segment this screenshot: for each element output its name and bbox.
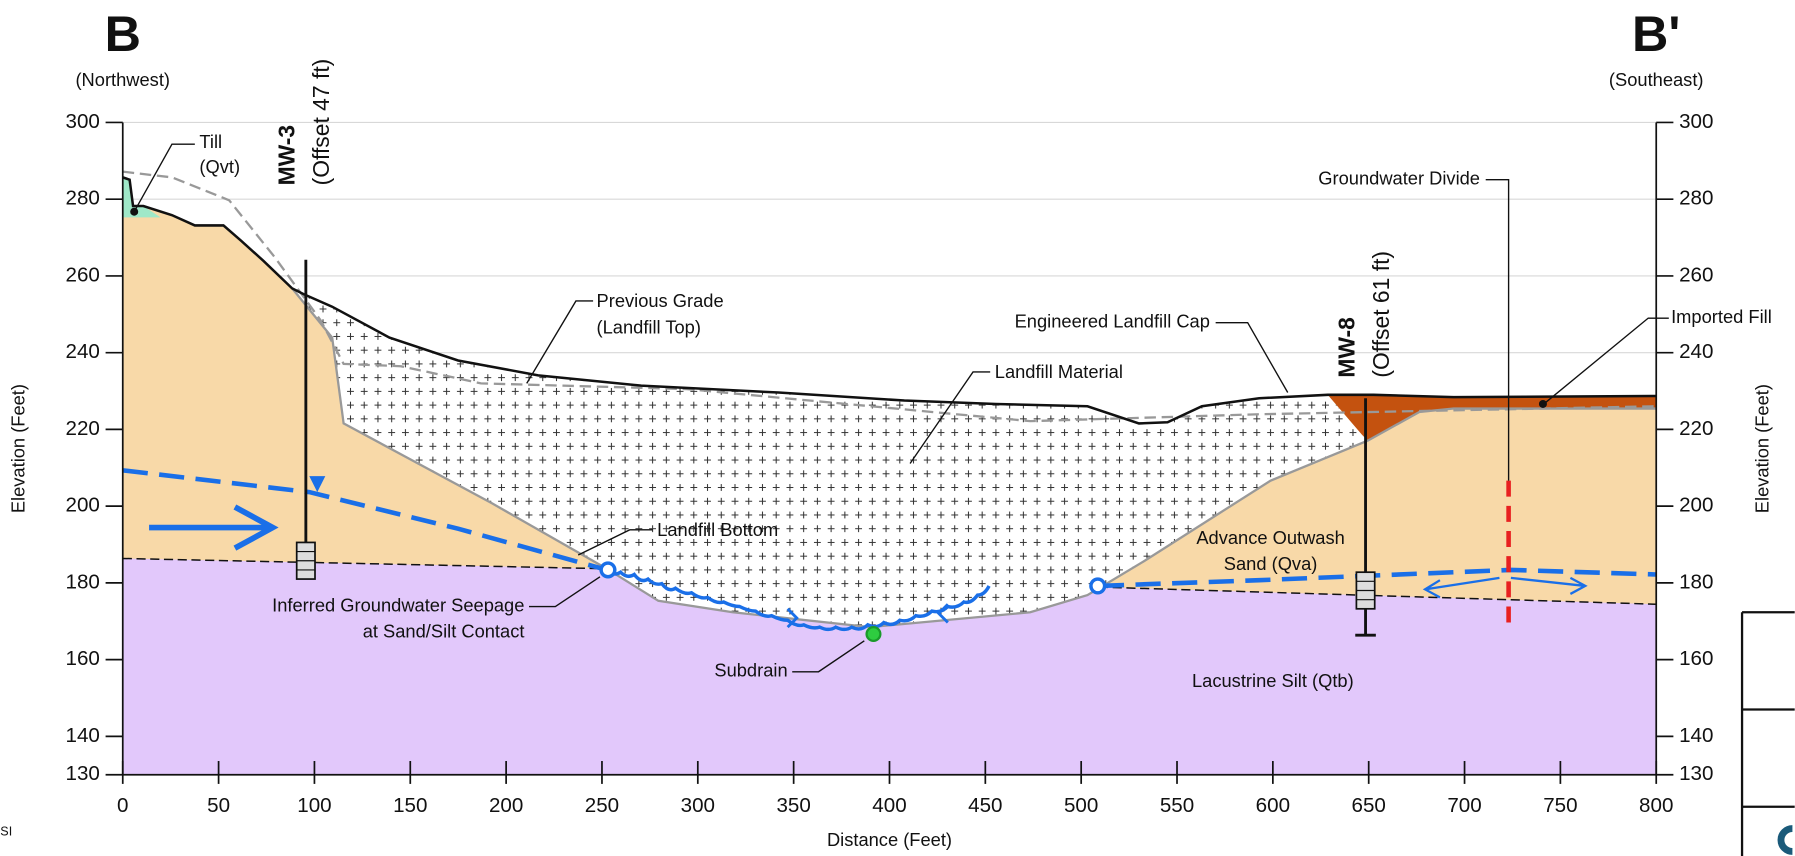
well-name: MW-3 — [274, 125, 300, 186]
annotation: (Landfill Top) — [597, 316, 701, 337]
till-layer — [122, 177, 161, 218]
x-tick-label: 600 — [1256, 794, 1290, 817]
y-tick-label: 240 — [1679, 340, 1713, 363]
annotation: at Sand/Silt Contact — [363, 621, 525, 642]
y-tick-label: 300 — [66, 110, 100, 133]
y-tick-label: 140 — [66, 724, 100, 747]
y-tick-label: 220 — [66, 417, 100, 440]
y-tick-label: 180 — [66, 570, 100, 593]
logo-fragment — [1777, 825, 1793, 855]
y-tick-label: 140 — [1679, 724, 1713, 747]
leader — [909, 371, 991, 464]
leader — [1215, 322, 1289, 393]
leader — [526, 300, 594, 384]
y-axis-label: Elevation (Feet) — [8, 384, 29, 513]
x-tick-label: 250 — [585, 794, 619, 817]
leader — [1485, 178, 1510, 481]
x-tick-label: 400 — [872, 794, 906, 817]
x-tick-label: 650 — [1352, 794, 1386, 817]
x-tick-label: 50 — [207, 794, 230, 817]
direction: (Southeast) — [1609, 69, 1704, 90]
x-tick-label: 0 — [117, 794, 128, 817]
y-tick-label: 220 — [1679, 417, 1713, 440]
y-tick-label: 200 — [1679, 494, 1713, 517]
ground-surface — [122, 176, 1657, 425]
section-start: B — [105, 5, 141, 62]
silt-layer — [122, 558, 1657, 775]
y-tick-label: 260 — [1679, 263, 1713, 286]
annotation: Till — [199, 131, 222, 152]
x-axis-label: Distance (Feet) — [827, 829, 952, 850]
previous-grade — [122, 170, 1657, 423]
y-tick-label: 160 — [66, 647, 100, 670]
imported-fill — [1327, 394, 1657, 441]
seepage-point — [1089, 577, 1107, 595]
groundwater-level — [122, 468, 608, 573]
x-tick-label: 700 — [1447, 794, 1481, 817]
annotation: Landfill Material — [995, 361, 1123, 382]
landfill-bottom-line — [291, 287, 1657, 629]
x-tick-label: 450 — [968, 794, 1002, 817]
flow-chevron — [786, 603, 949, 629]
well-offset: (Offset 61 ft) — [1368, 251, 1394, 378]
y-tick-label: 130 — [1679, 762, 1713, 785]
x-tick-label: 150 — [393, 794, 427, 817]
annotation: Engineered Landfill Cap — [1015, 311, 1210, 332]
flow-arrow — [149, 504, 279, 551]
x-tick-label: 100 — [297, 794, 331, 817]
y-tick-label: 200 — [66, 494, 100, 517]
y-tick-label: 130 — [66, 762, 100, 785]
axes — [105, 121, 1674, 784]
leader — [133, 143, 195, 213]
x-tick-label: 800 — [1639, 794, 1673, 817]
annotation: Previous Grade — [597, 290, 724, 311]
y-tick-label: 160 — [1679, 647, 1713, 670]
seepage-line — [605, 568, 991, 632]
well-screen-lines — [1356, 580, 1375, 601]
sand-silt-contact — [1098, 586, 1657, 605]
y-tick-label: 240 — [66, 340, 100, 363]
y-tick-label: 260 — [66, 263, 100, 286]
leader-dot — [1538, 399, 1547, 408]
leader — [792, 640, 865, 673]
annotation: Advance Outwash — [1196, 527, 1345, 548]
corner-text: SI — [0, 824, 12, 838]
annotation: Subdrain — [714, 660, 787, 681]
annotation: Sand (Qva) — [1224, 553, 1318, 574]
well-name: MW-8 — [1333, 317, 1359, 378]
annotation: Groundwater Divide — [1318, 168, 1480, 189]
y-tick-label: 280 — [1679, 187, 1713, 210]
x-tick-label: 200 — [489, 794, 523, 817]
leader — [529, 576, 601, 608]
x-tick-label: 300 — [681, 794, 715, 817]
annotation: Inferred Groundwater Seepage — [272, 594, 524, 615]
flow-arrow — [1422, 576, 1588, 599]
x-tick-label: 750 — [1543, 794, 1577, 817]
well-offset: (Offset 47 ft) — [308, 59, 334, 186]
direction: (Northwest) — [75, 69, 170, 90]
x-tick-label: 350 — [776, 794, 810, 817]
annotation: (Qvt) — [199, 156, 240, 177]
sand-silt-contact — [122, 557, 607, 570]
y-axis-label: Elevation (Feet) — [1752, 384, 1773, 513]
annotation: Landfill Bottom — [657, 519, 778, 540]
section-end: B' — [1632, 5, 1680, 62]
well-screen-lines — [296, 551, 316, 571]
y-tick-label: 300 — [1679, 110, 1713, 133]
groundwater-level — [1098, 567, 1657, 589]
leader — [577, 529, 653, 556]
subdrain — [865, 625, 882, 642]
y-tick-label: 180 — [1679, 570, 1713, 593]
title-block — [1740, 611, 1795, 856]
annotation: Imported Fill — [1671, 306, 1772, 327]
leader-dot — [130, 207, 139, 216]
x-tick-label: 500 — [1064, 794, 1098, 817]
annotation: Lacustrine Silt (Qtb) — [1192, 670, 1354, 691]
y-tick-label: 280 — [66, 187, 100, 210]
seepage-point — [599, 561, 617, 579]
leader — [1544, 317, 1669, 404]
x-tick-label: 550 — [1160, 794, 1194, 817]
water-table-symbol — [309, 476, 326, 493]
